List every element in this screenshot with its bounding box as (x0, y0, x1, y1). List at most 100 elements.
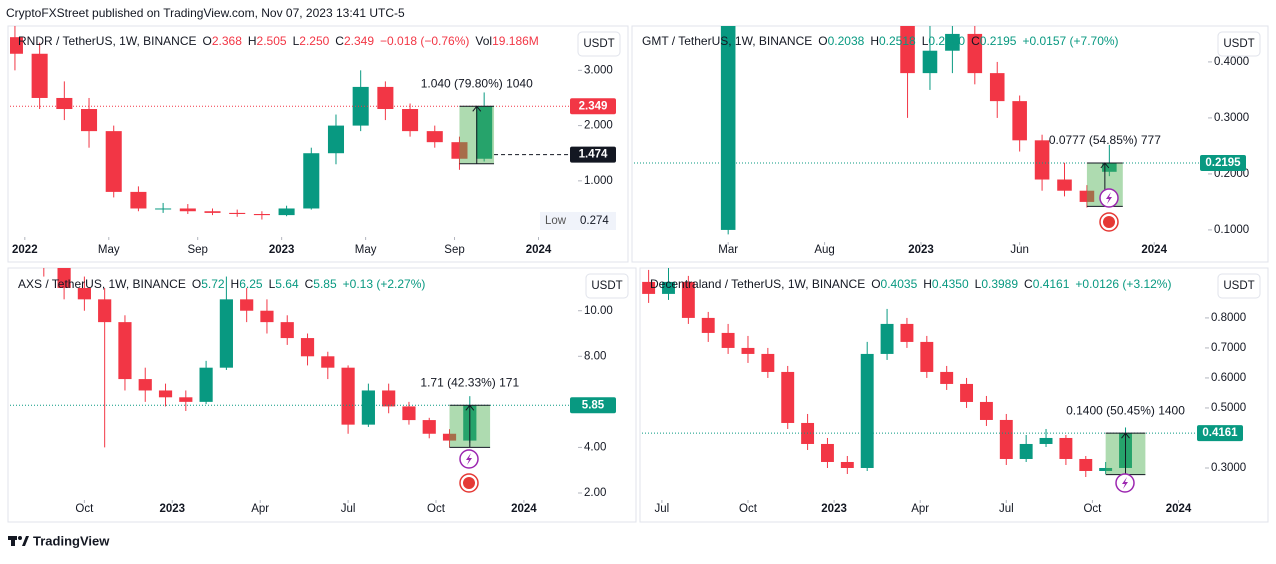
currency-button[interactable] (585, 273, 629, 299)
legend-key: L (269, 277, 276, 291)
candle-body (31, 53, 48, 98)
measure-arrowhead (472, 105, 482, 112)
x-tick-label: Oct (1083, 503, 1102, 515)
legend-value: 0.2038 (828, 34, 865, 48)
x-tick-label: 2023 (821, 503, 847, 515)
plot (10, 26, 493, 220)
x-tick-label: Jul (655, 503, 670, 515)
currency-label: USDT (591, 280, 622, 292)
legend-key: H (248, 34, 257, 48)
legend-key: C (971, 34, 980, 48)
currency-button[interactable] (577, 31, 621, 57)
measure-arrowhead (465, 404, 475, 411)
footer-logo (8, 536, 29, 546)
legend-symbol: AXS / TetherUS, 1W, BINANCE (18, 277, 186, 291)
x-tick-label: May (98, 244, 120, 256)
x-tick-label: 2024 (1166, 503, 1192, 515)
legend-volume-key: Vol (475, 34, 492, 48)
legend: AXS / TetherUS, 1W, BINANCE O5.72 H6.25 L5.… (18, 277, 425, 291)
legend-value: 0.3989 (981, 277, 1018, 291)
legend: GMT / TetherUS, 1W, BINANCE O0.2038 H0.251… (642, 34, 1119, 48)
lightning-glyph (1122, 477, 1128, 489)
candle-body (821, 443, 834, 462)
candle-body (940, 371, 954, 384)
legend-key: H (870, 34, 879, 48)
reference-label: 1.474 (579, 149, 608, 161)
candle-body (10, 37, 23, 54)
candle-body (179, 208, 196, 212)
x-tick-label: 2024 (526, 244, 552, 256)
legend-key: C (305, 277, 314, 291)
x-tick-label: 2024 (511, 503, 537, 515)
candle-body (219, 299, 233, 368)
legend-key: L (922, 34, 929, 48)
candle-body (260, 310, 274, 323)
candle-body (701, 317, 715, 333)
x-tick-label: 2024 (1141, 244, 1167, 256)
y-tick-label: 4.00 (584, 441, 606, 453)
candle-body (840, 461, 854, 468)
candle-body (321, 356, 335, 368)
legend-change: +0.0157 (+7.70%) (1022, 34, 1118, 48)
candle-body (880, 323, 894, 354)
x-tick-label: 2023 (269, 244, 295, 256)
measure-label: 0.0777 (54.85%) 777 (1049, 133, 1161, 147)
candle-body (179, 397, 193, 402)
candle-body (138, 379, 152, 391)
legend-key: O (203, 34, 212, 48)
candle-body (1034, 140, 1050, 180)
legend-key: O (818, 34, 827, 48)
candle-body (422, 420, 436, 434)
panel (631, 25, 1269, 263)
candle-body (402, 109, 419, 132)
candle-body (204, 211, 221, 213)
candle-body (57, 268, 71, 288)
candle-body (1019, 443, 1033, 459)
candle-body (229, 212, 246, 215)
candle-body (741, 347, 755, 354)
legend: RNDR / TetherUS, 1W, BINANCE O2.368 H2.505… (18, 34, 539, 48)
y-tick-label: 2.00 (584, 487, 606, 499)
logo-part (18, 536, 22, 540)
low-value: 0.274 (580, 215, 609, 227)
candle-body (720, 26, 736, 230)
legend-key: H (923, 277, 932, 291)
y-tick-label: 8.00 (584, 350, 606, 362)
legend-key: L (975, 277, 982, 291)
flag-glyph (463, 477, 475, 489)
candle-body (240, 299, 254, 311)
x-tick-label: Sep (444, 244, 464, 256)
last-price-box (570, 98, 616, 115)
y-tick-label: 0.4000 (1214, 56, 1249, 68)
y-tick-label: 0.1000 (1214, 224, 1249, 236)
candle-body (761, 353, 775, 372)
candle-body (1059, 437, 1073, 459)
x-tick-label: Mar (718, 244, 738, 256)
x-tick-label: May (355, 244, 377, 256)
currency-button[interactable] (1217, 273, 1261, 299)
y-tick-label: 10.00 (584, 305, 613, 317)
last-price-box (1197, 425, 1243, 442)
x-tick-label: Apr (251, 503, 269, 515)
legend-value: 0.4035 (881, 277, 918, 291)
candle-body (922, 50, 938, 74)
candle-body (1012, 101, 1027, 141)
x-tick-label: Sep (187, 244, 207, 256)
legend-key: O (192, 277, 201, 291)
candle-body (1057, 179, 1072, 191)
currency-button[interactable] (1217, 31, 1261, 57)
candle-body (781, 371, 795, 423)
candle-body (278, 208, 295, 216)
measure-label: 1.040 (79.80%) 1040 (421, 76, 533, 90)
candle-body (1102, 163, 1117, 172)
y-tick-label: 0.8000 (1211, 312, 1246, 324)
publish-info: CryptoFXStreet published on TradingView.… (6, 6, 405, 20)
measure-label: 0.1400 (50.45%) 1400 (1066, 403, 1185, 417)
legend-value: 0.2195 (980, 34, 1017, 48)
candle-body (642, 281, 656, 294)
legend-key: O (871, 277, 880, 291)
candle-body (81, 109, 98, 132)
candle-body (105, 131, 122, 192)
candle-body (280, 322, 294, 339)
legend-change: +0.0126 (+3.12%) (1075, 277, 1171, 291)
